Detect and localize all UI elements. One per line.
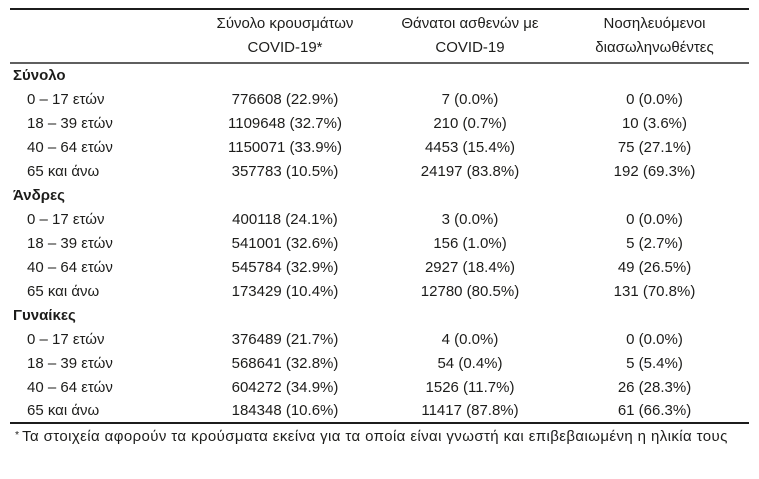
age-label: 40 – 64 ετών <box>27 258 113 276</box>
header-row: Σύνολο κρουσμάτων COVID-19* Θάνατοι ασθε… <box>10 9 749 64</box>
age-label: 40 – 64 ετών <box>27 138 113 156</box>
intubated-cell: 0 (0.0%) <box>626 90 683 108</box>
deaths-cell: 7 (0.0%) <box>441 90 499 108</box>
deaths-cell: 2927 (18.4%) <box>424 258 516 276</box>
group-header-row: Σύνολο <box>10 63 749 87</box>
intubated-cell: 192 (69.3%) <box>613 162 696 180</box>
cases-cell: 776608 (22.9%) <box>231 90 339 108</box>
cases-cell: 1150071 (33.9%) <box>228 138 342 156</box>
intubated-cell: 5 (2.7%) <box>626 234 683 252</box>
footnote: * Τα στοιχεία αφορούν τα κρούσματα εκείνα… <box>10 427 749 447</box>
footnote-marker: * <box>15 429 20 441</box>
column-header-cases-line1: Σύνολο κρουσμάτων <box>216 15 354 32</box>
deaths-cell: 54 (0.4%) <box>437 354 503 372</box>
column-header-empty <box>10 9 190 64</box>
column-header-deaths-line1: Θάνατοι ασθενών με <box>401 15 539 32</box>
age-label: 65 και άνω <box>27 162 100 180</box>
cases-cell: 604272 (34.9%) <box>231 378 339 396</box>
table-row: 40 – 64 ετών 1150071 (33.9%) 4453 (15.4%) 7… <box>10 135 749 159</box>
intubated-cell: 61 (66.3%) <box>617 402 692 419</box>
table-row: 65 και άνω 173429 (10.4%) 12780 (80.5%) 131… <box>10 279 749 303</box>
intubated-cell: 131 (70.8%) <box>613 282 696 300</box>
table-row: 18 – 39 ετών 1109648 (32.7%) 210 (0.7%) 10 … <box>10 111 749 135</box>
cases-cell: 357783 (10.5%) <box>231 162 339 180</box>
age-label: 18 – 39 ετών <box>27 234 113 252</box>
column-header-intubated-line2: διασωληνωθέντες <box>595 39 714 56</box>
table-row: 40 – 64 ετών 604272 (34.9%) 1526 (11.7%) 26… <box>10 375 749 399</box>
deaths-cell: 1526 (11.7%) <box>425 378 515 396</box>
table-row: 18 – 39 ετών 541001 (32.6%) 156 (1.0%) 5 (2… <box>10 231 749 255</box>
group-label: Γυναίκες <box>13 306 76 324</box>
covid-age-report: Σύνολο κρουσμάτων COVID-19* Θάνατοι ασθε… <box>10 8 749 447</box>
table-body: Σύνολο 0 – 17 ετών 776608 (22.9%) 7 (0.0%) 0… <box>10 63 749 423</box>
cases-cell: 400118 (24.1%) <box>232 210 338 228</box>
table-row: 0 – 17 ετών 376489 (21.7%) 4 (0.0%) 0 (0.0%… <box>10 327 749 351</box>
age-label: 18 – 39 ετών <box>27 114 113 132</box>
age-distribution-table: Σύνολο κρουσμάτων COVID-19* Θάνατοι ασθε… <box>10 8 749 424</box>
column-header-cases: Σύνολο κρουσμάτων COVID-19* <box>190 9 380 64</box>
column-header-deaths-line2: COVID-19 <box>435 39 505 56</box>
intubated-cell: 0 (0.0%) <box>626 210 683 228</box>
footnote-text: Τα στοιχεία αφορούν τα κρούσματα εκείνα … <box>22 428 728 445</box>
table-row: 18 – 39 ετών 568641 (32.8%) 54 (0.4%) 5 (5.… <box>10 351 749 375</box>
cases-cell: 541001 (32.6%) <box>231 234 339 252</box>
age-label: 0 – 17 ετών <box>27 330 105 348</box>
intubated-cell: 10 (3.6%) <box>621 114 688 132</box>
cases-cell: 1109648 (32.7%) <box>228 114 342 132</box>
intubated-cell: 26 (28.3%) <box>617 378 692 396</box>
group-header-row: Άνδρες <box>10 183 749 207</box>
table-row: 40 – 64 ετών 545784 (32.9%) 2927 (18.4%) 49… <box>10 255 749 279</box>
table-row: 0 – 17 ετών 776608 (22.9%) 7 (0.0%) 0 (0.0%… <box>10 87 749 111</box>
group-label: Άνδρες <box>13 186 65 204</box>
cases-cell: 545784 (32.9%) <box>231 258 339 276</box>
table-row: 65 και άνω 184348 (10.6%) 11417 (87.8%) 61 … <box>10 399 749 423</box>
cases-cell: 568641 (32.8%) <box>231 354 339 372</box>
column-header-intubated: Νοσηλευόμενοι διασωληνωθέντες <box>560 9 749 64</box>
column-header-intubated-line1: Νοσηλευόμενοι <box>603 15 706 32</box>
deaths-cell: 4453 (15.4%) <box>424 138 516 156</box>
deaths-cell: 24197 (83.8%) <box>420 162 520 180</box>
age-label: 0 – 17 ετών <box>27 210 105 228</box>
age-label: 0 – 17 ετών <box>27 90 105 108</box>
intubated-cell: 0 (0.0%) <box>626 330 683 348</box>
age-label: 65 και άνω <box>27 402 100 419</box>
intubated-cell: 5 (5.4%) <box>626 354 683 372</box>
age-label: 65 και άνω <box>27 282 100 300</box>
intubated-cell: 75 (27.1%) <box>617 138 692 156</box>
table-row: 0 – 17 ετών 400118 (24.1%) 3 (0.0%) 0 (0.0%… <box>10 207 749 231</box>
column-header-deaths: Θάνατοι ασθενών με COVID-19 <box>380 9 560 64</box>
cases-cell: 184348 (10.6%) <box>231 402 339 419</box>
group-header-row: Γυναίκες <box>10 303 749 327</box>
deaths-cell: 11417 (87.8%) <box>421 402 519 419</box>
table-row: 65 και άνω 357783 (10.5%) 24197 (83.8%) 192… <box>10 159 749 183</box>
deaths-cell: 156 (1.0%) <box>433 234 507 252</box>
deaths-cell: 3 (0.0%) <box>441 210 499 228</box>
age-label: 40 – 64 ετών <box>27 378 113 396</box>
group-label: Σύνολο <box>13 67 66 84</box>
deaths-cell: 210 (0.7%) <box>433 114 507 132</box>
intubated-cell: 49 (26.5%) <box>617 258 692 276</box>
age-label: 18 – 39 ετών <box>27 354 113 372</box>
deaths-cell: 4 (0.0%) <box>441 330 499 348</box>
deaths-cell: 12780 (80.5%) <box>420 282 520 300</box>
column-header-cases-line2: COVID-19* <box>247 39 323 56</box>
cases-cell: 376489 (21.7%) <box>231 330 339 348</box>
cases-cell: 173429 (10.4%) <box>231 282 339 300</box>
